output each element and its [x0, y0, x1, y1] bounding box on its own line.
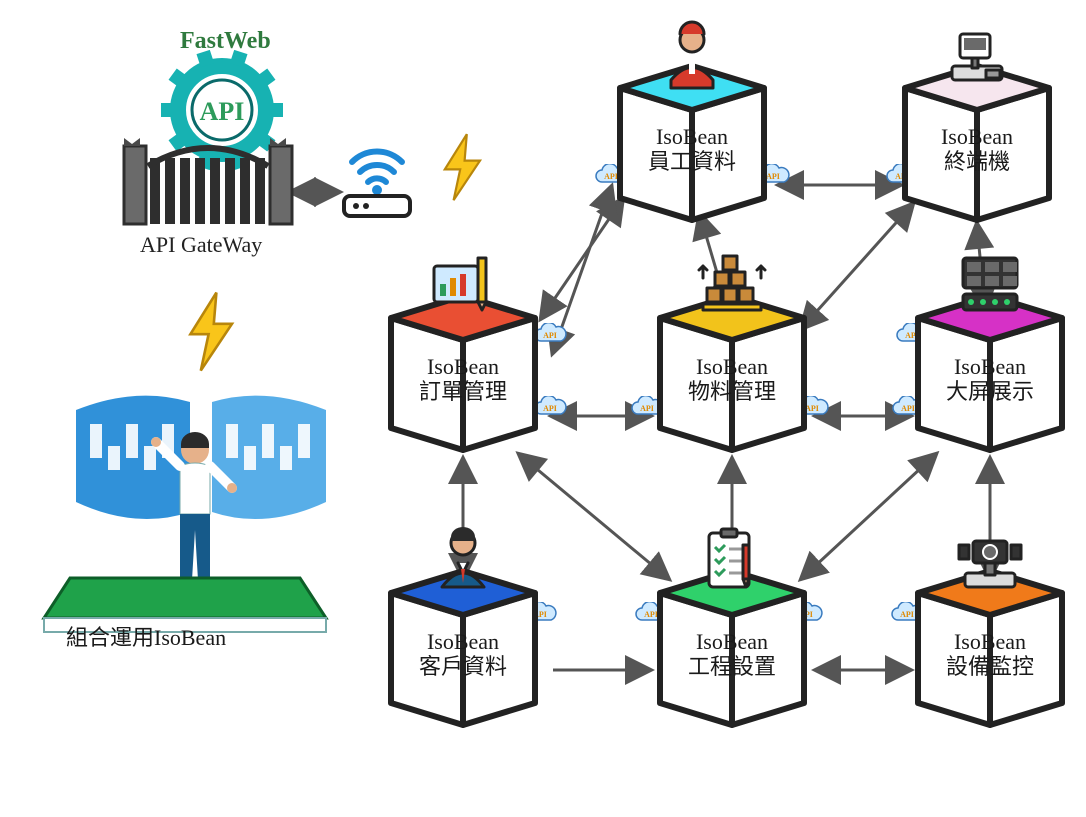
edge-orders-engineering — [520, 455, 670, 580]
wifi-router-icon — [332, 132, 422, 222]
hex-label-materials: IsoBean物料管理 — [652, 354, 812, 405]
hex-orders: IsoBean訂單管理 — [383, 290, 543, 460]
hex-icon-checklist — [697, 525, 767, 595]
hex-employee: IsoBean員工資料 — [612, 60, 772, 230]
hex-sublabel: 大屏展示 — [910, 379, 1070, 404]
svg-text:API: API — [543, 331, 557, 340]
hex-icon-camera — [955, 525, 1025, 595]
lightning-bolt-icon — [180, 290, 242, 373]
hex-title: IsoBean — [383, 629, 543, 654]
lightning-bolt-icon — [436, 132, 489, 202]
edge-terminal-materials — [800, 205, 912, 330]
hex-sublabel: 工程設置 — [652, 654, 812, 679]
hex-icon-rack — [955, 250, 1025, 320]
gate-icon — [118, 128, 298, 232]
hex-icon-planning — [428, 250, 498, 320]
api-gateway-label: API GateWay — [140, 232, 262, 258]
hex-title: IsoBean — [652, 354, 812, 379]
hex-label-employee: IsoBean員工資料 — [612, 124, 772, 175]
hex-sublabel: 訂單管理 — [383, 379, 543, 404]
hex-icon-customer — [428, 525, 498, 595]
hex-label-terminal: IsoBean終端機 — [897, 124, 1057, 175]
hex-monitor: IsoBean設備監控 — [910, 565, 1070, 735]
edge-employee-orders — [540, 200, 622, 320]
hex-title: IsoBean — [612, 124, 772, 149]
hex-label-orders: IsoBean訂單管理 — [383, 354, 543, 405]
hex-icon-worker — [657, 20, 727, 90]
hex-icon-pos — [942, 20, 1012, 90]
hex-label-customer: IsoBean客戶資料 — [383, 629, 543, 680]
hex-engineering: IsoBean工程設置 — [652, 565, 812, 735]
svg-text:API: API — [543, 404, 557, 413]
hex-sublabel: 設備監控 — [910, 654, 1070, 679]
hex-materials: IsoBean物料管理 — [652, 290, 812, 460]
hex-title: IsoBean — [383, 354, 543, 379]
hex-label-monitor: IsoBean設備監控 — [910, 629, 1070, 680]
edge-dashboard-engineering — [800, 455, 935, 580]
svg-text:API: API — [200, 97, 245, 126]
hex-title: IsoBean — [910, 354, 1070, 379]
hex-title: IsoBean — [910, 629, 1070, 654]
hex-sublabel: 物料管理 — [652, 379, 812, 404]
isobean-platform-label: 組合運用IsoBean — [66, 620, 226, 652]
hex-label-dashboard: IsoBean大屏展示 — [910, 354, 1070, 405]
hex-title: IsoBean — [652, 629, 812, 654]
hex-terminal: IsoBean終端機 — [897, 60, 1057, 230]
hex-sublabel: 終端機 — [897, 149, 1057, 174]
hex-label-engineering: IsoBean工程設置 — [652, 629, 812, 680]
hex-dashboard: IsoBean大屏展示 — [910, 290, 1070, 460]
hex-icon-boxes — [697, 250, 767, 320]
hex-title: IsoBean — [897, 124, 1057, 149]
hex-customer: IsoBean客戶資料 — [383, 565, 543, 735]
hex-sublabel: 客戶資料 — [383, 654, 543, 679]
hex-sublabel: 員工資料 — [612, 149, 772, 174]
